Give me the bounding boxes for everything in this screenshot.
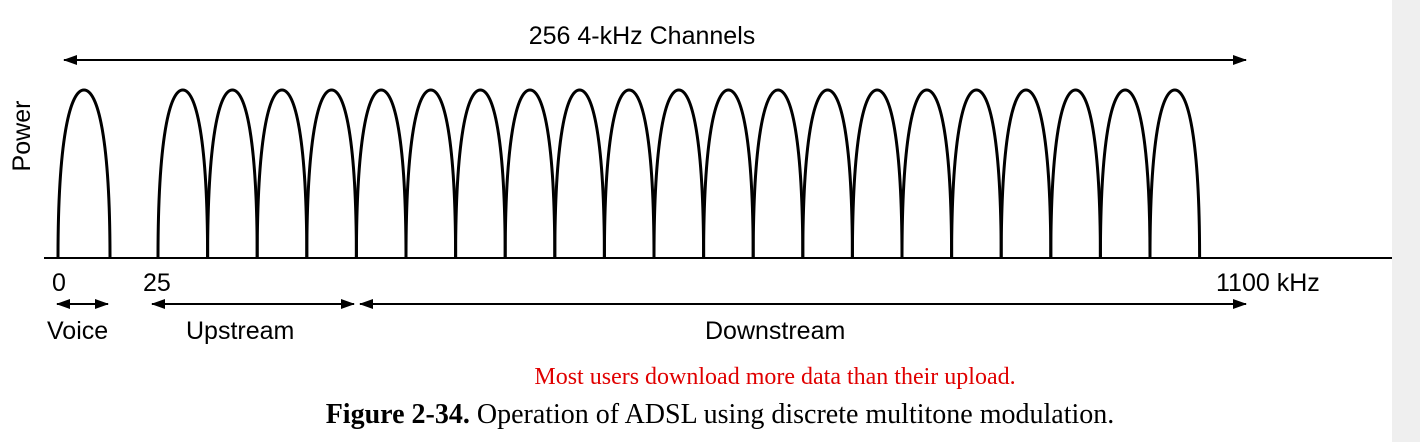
channel-humps [56,88,1202,259]
upstream-channel-hump [206,88,259,259]
downstream-channel-hump [1098,88,1152,259]
window-edge-strip [1392,0,1420,442]
downstream-channel-hump [503,88,557,259]
downstream-channel-hump [950,88,1003,259]
upstream-channel-hump [305,88,358,259]
downstream-channel-hump [404,88,458,259]
upstream-band-label: Upstream [186,317,294,345]
figure-caption: Figure 2-34. Operation of ADSL using dis… [0,399,1420,431]
upstream-channel-hump [255,88,309,259]
channels-label: 256 4-kHz Channels [529,22,756,50]
upstream-channel-hump [156,88,210,259]
downstream-channel-hump [850,88,904,259]
figure-number: Figure 2-34. [325,399,470,430]
voice-channel-hump [56,88,112,259]
tick-label-0: 0 [52,269,66,297]
downstream-channel-hump [602,88,656,259]
downstream-channel-hump [999,88,1053,259]
adsl-spectrum-diagram: 256 4-kHz Channels Power 0 25 1100 kHz V… [8,22,1392,345]
downstream-channel-hump [751,88,805,259]
tick-label-25: 25 [143,269,171,297]
downstream-channel-hump [354,88,408,259]
downstream-channel-hump [454,88,507,259]
voice-band-label: Voice [47,317,108,345]
downstream-channel-hump [702,88,755,259]
y-axis-label: Power [8,101,36,172]
downstream-channel-hump [801,88,854,259]
annotation-note: Most users download more data than their… [534,364,1016,390]
figure-caption-text: Operation of ADSL using discrete multito… [469,399,1115,430]
downstream-channel-hump [900,88,954,259]
downstream-channel-hump [553,88,606,259]
downstream-channel-hump [1049,88,1102,259]
downstream-channel-hump [652,88,706,259]
downstream-band-label: Downstream [705,317,845,345]
downstream-channel-hump [1148,88,1202,259]
tick-label-1100: 1100 kHz [1216,269,1320,297]
